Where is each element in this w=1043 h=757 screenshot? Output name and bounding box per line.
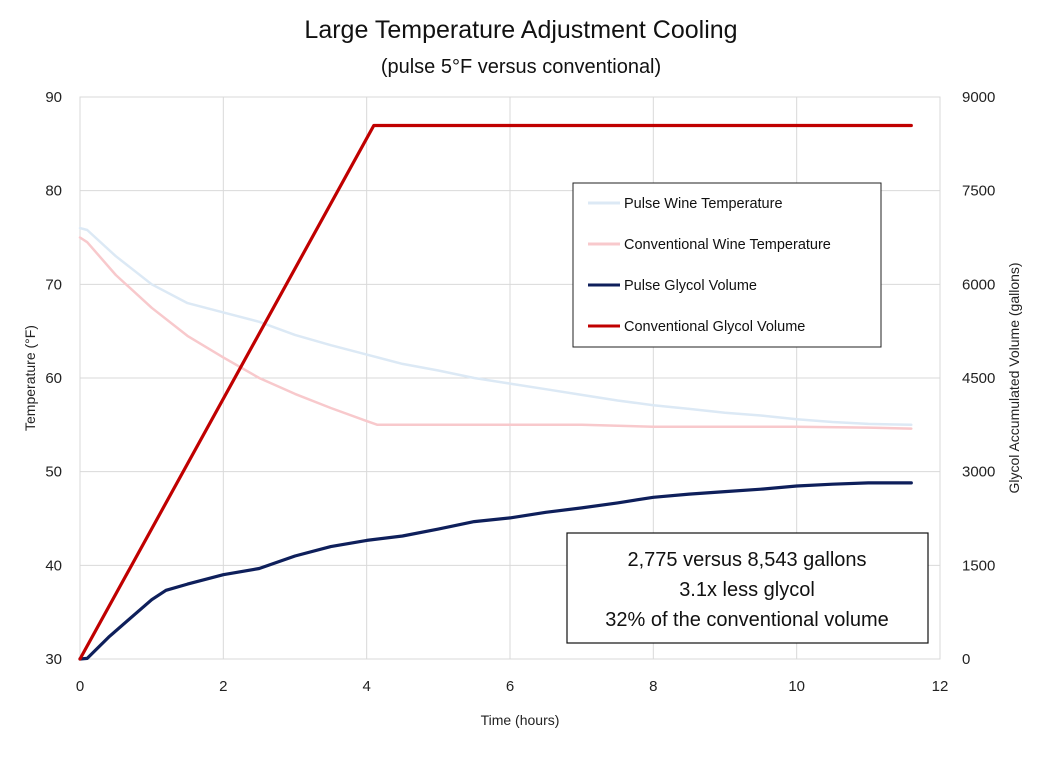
series-layer (78, 123, 913, 661)
x-tick-label: 10 (788, 678, 805, 695)
legend-box (572, 182, 882, 348)
chart-title: Large Temperature Adjustment Cooling (304, 16, 737, 44)
y2-tick-label: 6000 (962, 276, 995, 293)
y2-tick-label: 4500 (962, 370, 995, 387)
tick-labels: 0 2 4 6 8 10 12 30 40 50 60 70 80 90 0 1500 3000 4500 6000… (45, 89, 995, 695)
annotation-frame (566, 532, 929, 644)
annotation-box: 2,775 versus 8,543 gallons 3.1x less gly… (566, 532, 929, 644)
legend-label-pulse-glycol-volume: Pulse Glycol Volume (624, 278, 757, 294)
y-tick-label: 30 (45, 651, 62, 668)
x-tick-label: 2 (219, 678, 227, 695)
chart-subtitle: (pulse 5°F versus conventional) (381, 56, 661, 78)
y-tick-label: 90 (45, 89, 62, 106)
series-line-pulse-wine-temperature (78, 226, 913, 427)
plot-area-border (79, 96, 941, 660)
x-tick-label: 0 (76, 678, 84, 695)
y-tick-label: 70 (45, 276, 62, 293)
legend-label-conventional-glycol-volume: Conventional Glycol Volume (624, 319, 805, 335)
x-tick-label: 8 (649, 678, 657, 695)
y2-tick-label: 7500 (962, 183, 995, 200)
annotation-line-2: 3.1x less glycol (679, 579, 815, 601)
y-axis-label: Temperature (°F) (22, 325, 38, 431)
y2-tick-label: 3000 (962, 464, 995, 481)
annotation-line-3: 32% of the conventional volume (605, 609, 889, 631)
x-axis-label: Time (hours) (481, 712, 560, 728)
legend: Pulse Wine Temperature Conventional Wine… (572, 182, 882, 348)
y2-tick-label: 9000 (962, 89, 995, 106)
y-tick-label: 60 (45, 370, 62, 387)
annotation-line-1: 2,775 versus 8,543 gallons (627, 549, 866, 571)
series-line-conventional-wine-temperature (78, 236, 913, 430)
legend-label-conventional-wine-temperature: Conventional Wine Temperature (624, 237, 831, 253)
y-tick-label: 50 (45, 464, 62, 481)
legend-label-pulse-wine-temperature: Pulse Wine Temperature (624, 196, 783, 212)
y2-tick-label: 1500 (962, 557, 995, 574)
x-tick-label: 6 (506, 678, 514, 695)
series-line-conventional-glycol-volume (78, 123, 913, 661)
x-tick-label: 12 (932, 678, 949, 695)
series-line-pulse-glycol-volume (78, 481, 913, 661)
y-tick-label: 80 (45, 183, 62, 200)
y2-tick-label: 0 (962, 651, 970, 668)
y2-axis-label: Glycol Accumulated Volume (gallons) (1006, 262, 1022, 493)
x-tick-label: 4 (362, 678, 370, 695)
y-tick-label: 40 (45, 557, 62, 574)
